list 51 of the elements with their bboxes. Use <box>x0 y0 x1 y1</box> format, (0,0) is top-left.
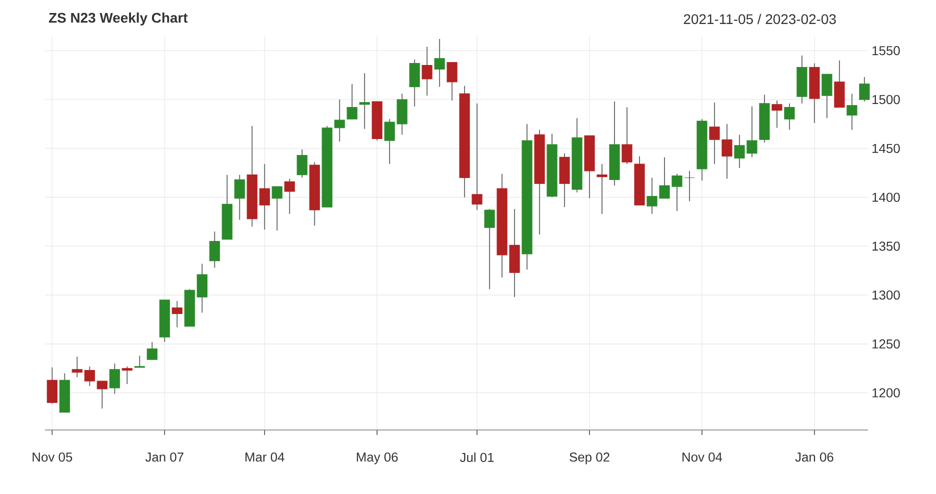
candlestick <box>84 366 95 386</box>
y-tick-label: 1500 <box>872 94 900 104</box>
candlestick <box>434 38 445 88</box>
candlestick <box>472 102 482 211</box>
y-tick-label: 1300 <box>872 290 900 300</box>
x-tick-label: May 06 <box>356 452 398 464</box>
candlestick <box>122 366 132 385</box>
chart-title: ZS N23 Weekly Chart <box>48 12 188 26</box>
candlestick <box>46 366 58 404</box>
candlestick <box>134 355 145 368</box>
candlestick <box>346 83 358 120</box>
candlestick <box>296 148 308 178</box>
candlestick <box>234 174 245 220</box>
x-tick-label: Nov 05 <box>32 452 72 462</box>
candlestick <box>272 186 282 232</box>
x-tick-label: Mar 04 <box>246 452 284 462</box>
x-tick-label: Nov 04 <box>682 452 722 462</box>
candlestick <box>409 58 420 107</box>
y-tick-label: 1200 <box>872 388 900 398</box>
candlestick <box>96 380 108 409</box>
candlestick <box>596 164 608 214</box>
candlestick <box>72 356 82 378</box>
candlestick <box>846 93 858 130</box>
candlestick <box>109 363 120 394</box>
candlestick <box>772 100 782 128</box>
x-tick-label: Jan 07 <box>145 452 184 462</box>
candlestick <box>259 164 270 230</box>
x-tick-label: Jan 06 <box>795 452 834 462</box>
y-tick-label: 1250 <box>872 339 900 349</box>
candlestick <box>334 99 345 142</box>
candlestick <box>196 263 208 314</box>
x-tick-label: Jul 01 <box>460 452 494 462</box>
y-tick-label: 1550 <box>872 46 900 56</box>
y-tick-label: 1350 <box>872 242 900 251</box>
candlestick <box>684 170 695 202</box>
candlestick <box>209 231 220 268</box>
candlestick <box>622 106 632 165</box>
candlestick <box>484 208 495 290</box>
candlestick <box>146 341 158 360</box>
candlestick <box>784 102 795 130</box>
candlestick <box>359 72 370 130</box>
x-tick-label: Sep 02 <box>570 452 610 464</box>
y-tick-label: 1450 <box>872 144 900 153</box>
candlestick <box>822 74 832 119</box>
candlestick <box>284 178 295 214</box>
y-tick-label: 1400 <box>872 192 900 202</box>
candlestick <box>859 76 870 102</box>
chart-subtitle: 2021-11-05 / 2023-02-03 <box>684 14 836 24</box>
candlestick <box>172 300 182 328</box>
candlestick <box>422 46 432 96</box>
candlestick <box>446 62 458 102</box>
